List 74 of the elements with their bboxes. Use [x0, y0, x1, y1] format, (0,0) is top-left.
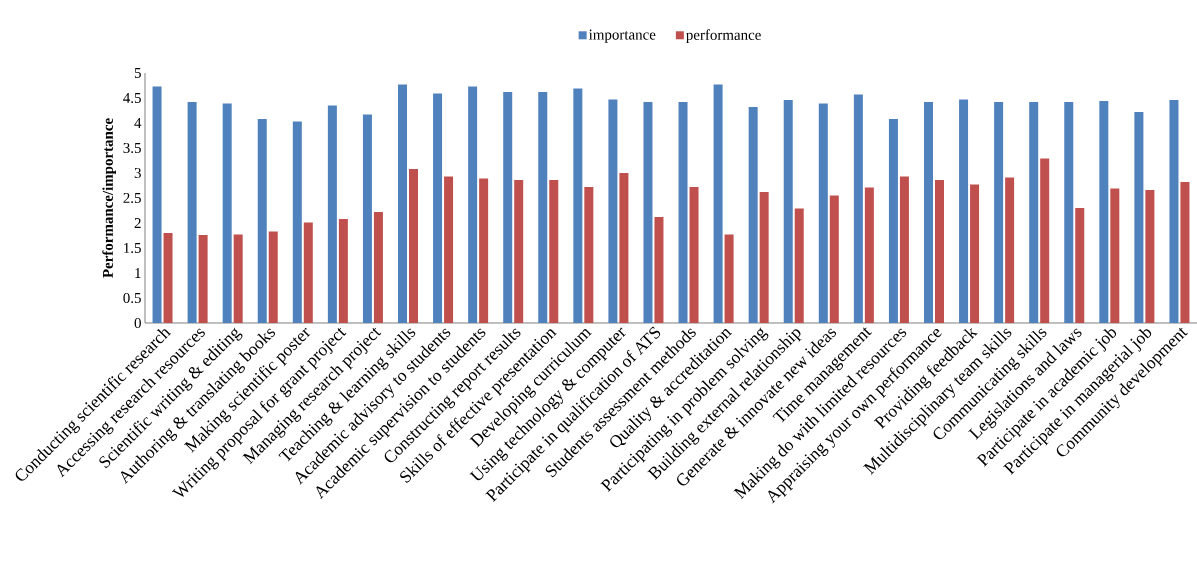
bar	[1110, 188, 1120, 323]
bar	[713, 84, 723, 323]
bar	[934, 179, 944, 323]
bar	[152, 86, 162, 323]
y-tick-label: 5	[134, 68, 141, 78]
bar	[1134, 111, 1144, 323]
bar	[479, 178, 489, 323]
bar	[619, 172, 629, 323]
bar	[1180, 181, 1190, 323]
bar	[268, 231, 278, 323]
bar	[924, 101, 933, 323]
bar	[899, 176, 909, 323]
y-tick-label: 2	[134, 218, 141, 228]
bar	[888, 118, 898, 323]
bar	[608, 99, 618, 323]
bar	[654, 216, 664, 323]
y-tick-label: 0.5	[123, 292, 141, 304]
bar	[398, 84, 408, 323]
bar	[198, 234, 208, 323]
bar	[468, 86, 478, 323]
legend-label: performance	[686, 29, 761, 43]
bar	[1029, 101, 1039, 323]
bar	[303, 222, 313, 323]
bar	[643, 101, 653, 323]
bar	[678, 101, 688, 323]
y-axis-title: Performance/importance	[102, 118, 116, 278]
bar	[829, 195, 839, 323]
bar	[794, 208, 804, 323]
y-tick-label: 4.5	[123, 92, 141, 104]
y-tick-label: 4	[134, 118, 142, 128]
bar	[1145, 189, 1155, 323]
y-tick-label: 1.5	[124, 242, 141, 254]
bar	[689, 186, 699, 323]
bar	[409, 168, 418, 323]
bar	[724, 234, 734, 323]
bar	[1005, 177, 1015, 323]
y-tick-label: 3.5	[123, 142, 141, 154]
bar	[853, 94, 863, 323]
bar	[1099, 100, 1109, 323]
bar	[233, 234, 243, 323]
y-tick-label: 2.5	[123, 192, 141, 204]
bar	[187, 101, 197, 323]
bar	[783, 99, 793, 323]
bar	[759, 191, 769, 323]
bar	[163, 232, 173, 323]
bar	[338, 218, 348, 323]
bar	[292, 121, 302, 323]
bar	[538, 91, 548, 323]
bar	[549, 179, 559, 323]
bar	[818, 103, 828, 323]
bar	[748, 106, 758, 323]
y-tick-label: 1	[135, 268, 141, 278]
bar	[327, 105, 337, 323]
y-tick-label: 3	[134, 167, 141, 178]
bar	[257, 118, 267, 323]
bar	[222, 103, 232, 323]
bar	[584, 186, 594, 323]
bar	[970, 184, 980, 323]
bar	[994, 101, 1004, 323]
bar	[433, 93, 443, 323]
bar	[1064, 101, 1074, 323]
bar	[444, 176, 454, 323]
bar	[573, 88, 583, 323]
bar	[1075, 207, 1085, 323]
bar	[1040, 158, 1050, 323]
bar	[373, 211, 383, 323]
bar	[514, 179, 524, 323]
bar	[362, 114, 372, 323]
bar	[1169, 99, 1179, 323]
y-tick-label: 0	[134, 317, 141, 329]
bar	[959, 99, 969, 323]
legend-label: importance	[588, 29, 656, 43]
bar	[864, 187, 874, 323]
bar	[503, 91, 513, 323]
